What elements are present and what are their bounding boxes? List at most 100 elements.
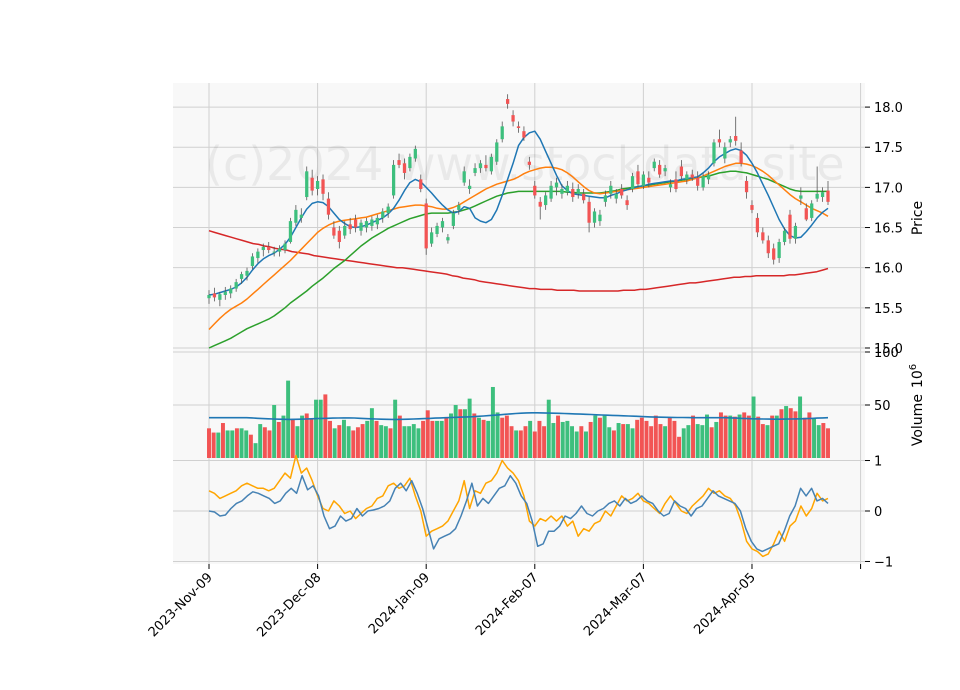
candle-body	[777, 241, 781, 259]
candle-body	[495, 142, 499, 162]
candle-body	[652, 161, 656, 169]
ma-200-line	[208, 229, 829, 292]
candle	[739, 142, 743, 167]
candle-body	[424, 203, 428, 249]
candle-body	[500, 126, 504, 140]
y-tick-label: 16.0	[874, 262, 903, 277]
volume-bar	[798, 396, 803, 458]
candlesticks	[207, 94, 830, 307]
volume-bar	[397, 415, 402, 458]
volume-bar	[300, 415, 305, 458]
volume-bar	[369, 408, 374, 458]
candle-body	[375, 217, 379, 225]
candle	[565, 180, 569, 196]
x-tick-label: 2024-Jan-09	[366, 570, 433, 637]
volume-bar	[812, 418, 817, 458]
candle-body	[826, 190, 830, 202]
candle-body	[310, 177, 314, 191]
candle-body	[364, 221, 369, 228]
volume-bar	[746, 415, 751, 458]
candle-body	[511, 115, 515, 122]
candle	[267, 241, 271, 254]
candle-body	[359, 222, 363, 231]
candle	[223, 286, 227, 300]
volume-bar	[742, 412, 747, 458]
candle	[712, 139, 716, 167]
candle	[207, 290, 211, 304]
volume-bar	[402, 426, 407, 458]
candle-body	[603, 195, 608, 202]
volume-bar	[681, 428, 686, 458]
candle-body	[321, 179, 325, 194]
candle	[364, 217, 369, 233]
candle	[419, 174, 423, 193]
volume-bar	[644, 420, 649, 458]
candle-body	[332, 227, 336, 236]
volume-bar	[481, 419, 486, 458]
volume-bar	[365, 420, 370, 458]
candle-body	[272, 251, 276, 253]
candle	[386, 203, 390, 218]
volume-bar	[751, 396, 756, 458]
volume-bar	[323, 394, 328, 458]
volume-bar	[597, 417, 602, 458]
volume-bar	[309, 418, 314, 458]
volume-bar	[304, 413, 309, 458]
candle-body	[408, 156, 412, 169]
candle	[315, 176, 320, 196]
candle	[212, 287, 217, 302]
candle	[647, 171, 651, 188]
candle	[359, 219, 363, 236]
candle-body	[592, 211, 597, 223]
candle	[457, 201, 461, 215]
candle-body	[229, 288, 233, 294]
volume-bar	[826, 428, 830, 458]
candle-body	[391, 164, 396, 196]
volume-bar	[244, 430, 249, 458]
volume-bar	[779, 409, 784, 458]
candle-body	[305, 171, 309, 198]
candle-body	[668, 184, 673, 188]
candle	[424, 198, 428, 255]
volume-bar	[802, 417, 807, 458]
candle-body	[696, 177, 700, 186]
volume-bar	[630, 428, 635, 458]
candle-body	[641, 174, 646, 186]
candle-body	[663, 168, 667, 172]
candle	[717, 129, 722, 148]
candle	[294, 205, 298, 226]
candle	[348, 217, 352, 234]
candle	[277, 245, 282, 257]
candle-body	[256, 251, 260, 259]
candle-body	[533, 185, 537, 196]
volume-bar	[453, 405, 458, 458]
candle	[810, 200, 814, 222]
volume-bar	[435, 420, 440, 458]
ma-long-line	[208, 170, 828, 349]
candle	[305, 166, 309, 201]
candle	[799, 187, 803, 206]
volume-bar	[388, 428, 393, 458]
volume-bar	[239, 428, 244, 458]
candle-body	[440, 221, 445, 228]
candle	[549, 180, 553, 202]
candle-body	[370, 219, 374, 226]
volume-bar	[611, 430, 616, 458]
volume-bar	[756, 416, 761, 458]
x-tick-label: 2024-Mar-07	[581, 570, 650, 639]
volume-bar	[462, 409, 467, 458]
candle-body	[582, 193, 586, 201]
candle-body	[630, 176, 635, 189]
candle-body	[239, 274, 244, 279]
candle	[696, 171, 700, 191]
volume-bar	[220, 423, 225, 458]
candle-body	[484, 164, 488, 169]
candle-body	[685, 174, 689, 180]
candle-body	[446, 237, 450, 241]
candle-body	[451, 213, 455, 226]
candle-body	[381, 211, 385, 218]
volume-bar	[607, 427, 612, 458]
candle	[402, 158, 407, 180]
volume-bar	[514, 430, 519, 458]
candle	[446, 233, 450, 244]
